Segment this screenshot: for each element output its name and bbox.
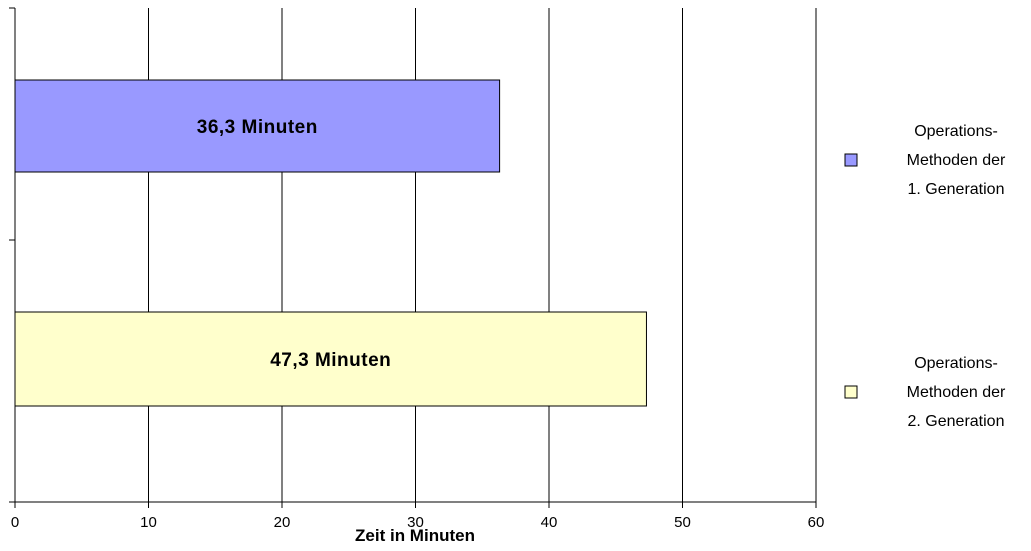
legend-swatch <box>844 153 858 167</box>
bar-data-label: 47,3 Minuten <box>270 350 391 371</box>
x-tick-label: 10 <box>140 514 157 531</box>
x-tick-label: 50 <box>674 514 691 531</box>
bar <box>14 311 647 407</box>
x-tick-label: 40 <box>541 514 558 531</box>
x-axis-title: Zeit in Minuten <box>355 526 475 545</box>
bar-data-label: 36,3 Minuten <box>197 117 318 138</box>
legend-swatch <box>844 385 858 399</box>
x-tick-label: 60 <box>808 514 825 531</box>
x-tick-label: 30 <box>407 514 424 531</box>
legend-label: Operations-Methoden der 1. Generation <box>907 123 1006 198</box>
bar <box>14 79 501 173</box>
legend: Operations-Methoden der 1. Generation Oper… <box>844 123 1006 430</box>
legend-label: Operations-Methoden der 2. Generation <box>907 355 1006 430</box>
x-tick-label: 0 <box>11 514 19 531</box>
bars: 36,3 Minuten 47,3 Minuten <box>14 79 647 407</box>
x-tick-label: 20 <box>274 514 291 531</box>
axes: 0 10 20 30 40 50 60 <box>9 7 825 531</box>
